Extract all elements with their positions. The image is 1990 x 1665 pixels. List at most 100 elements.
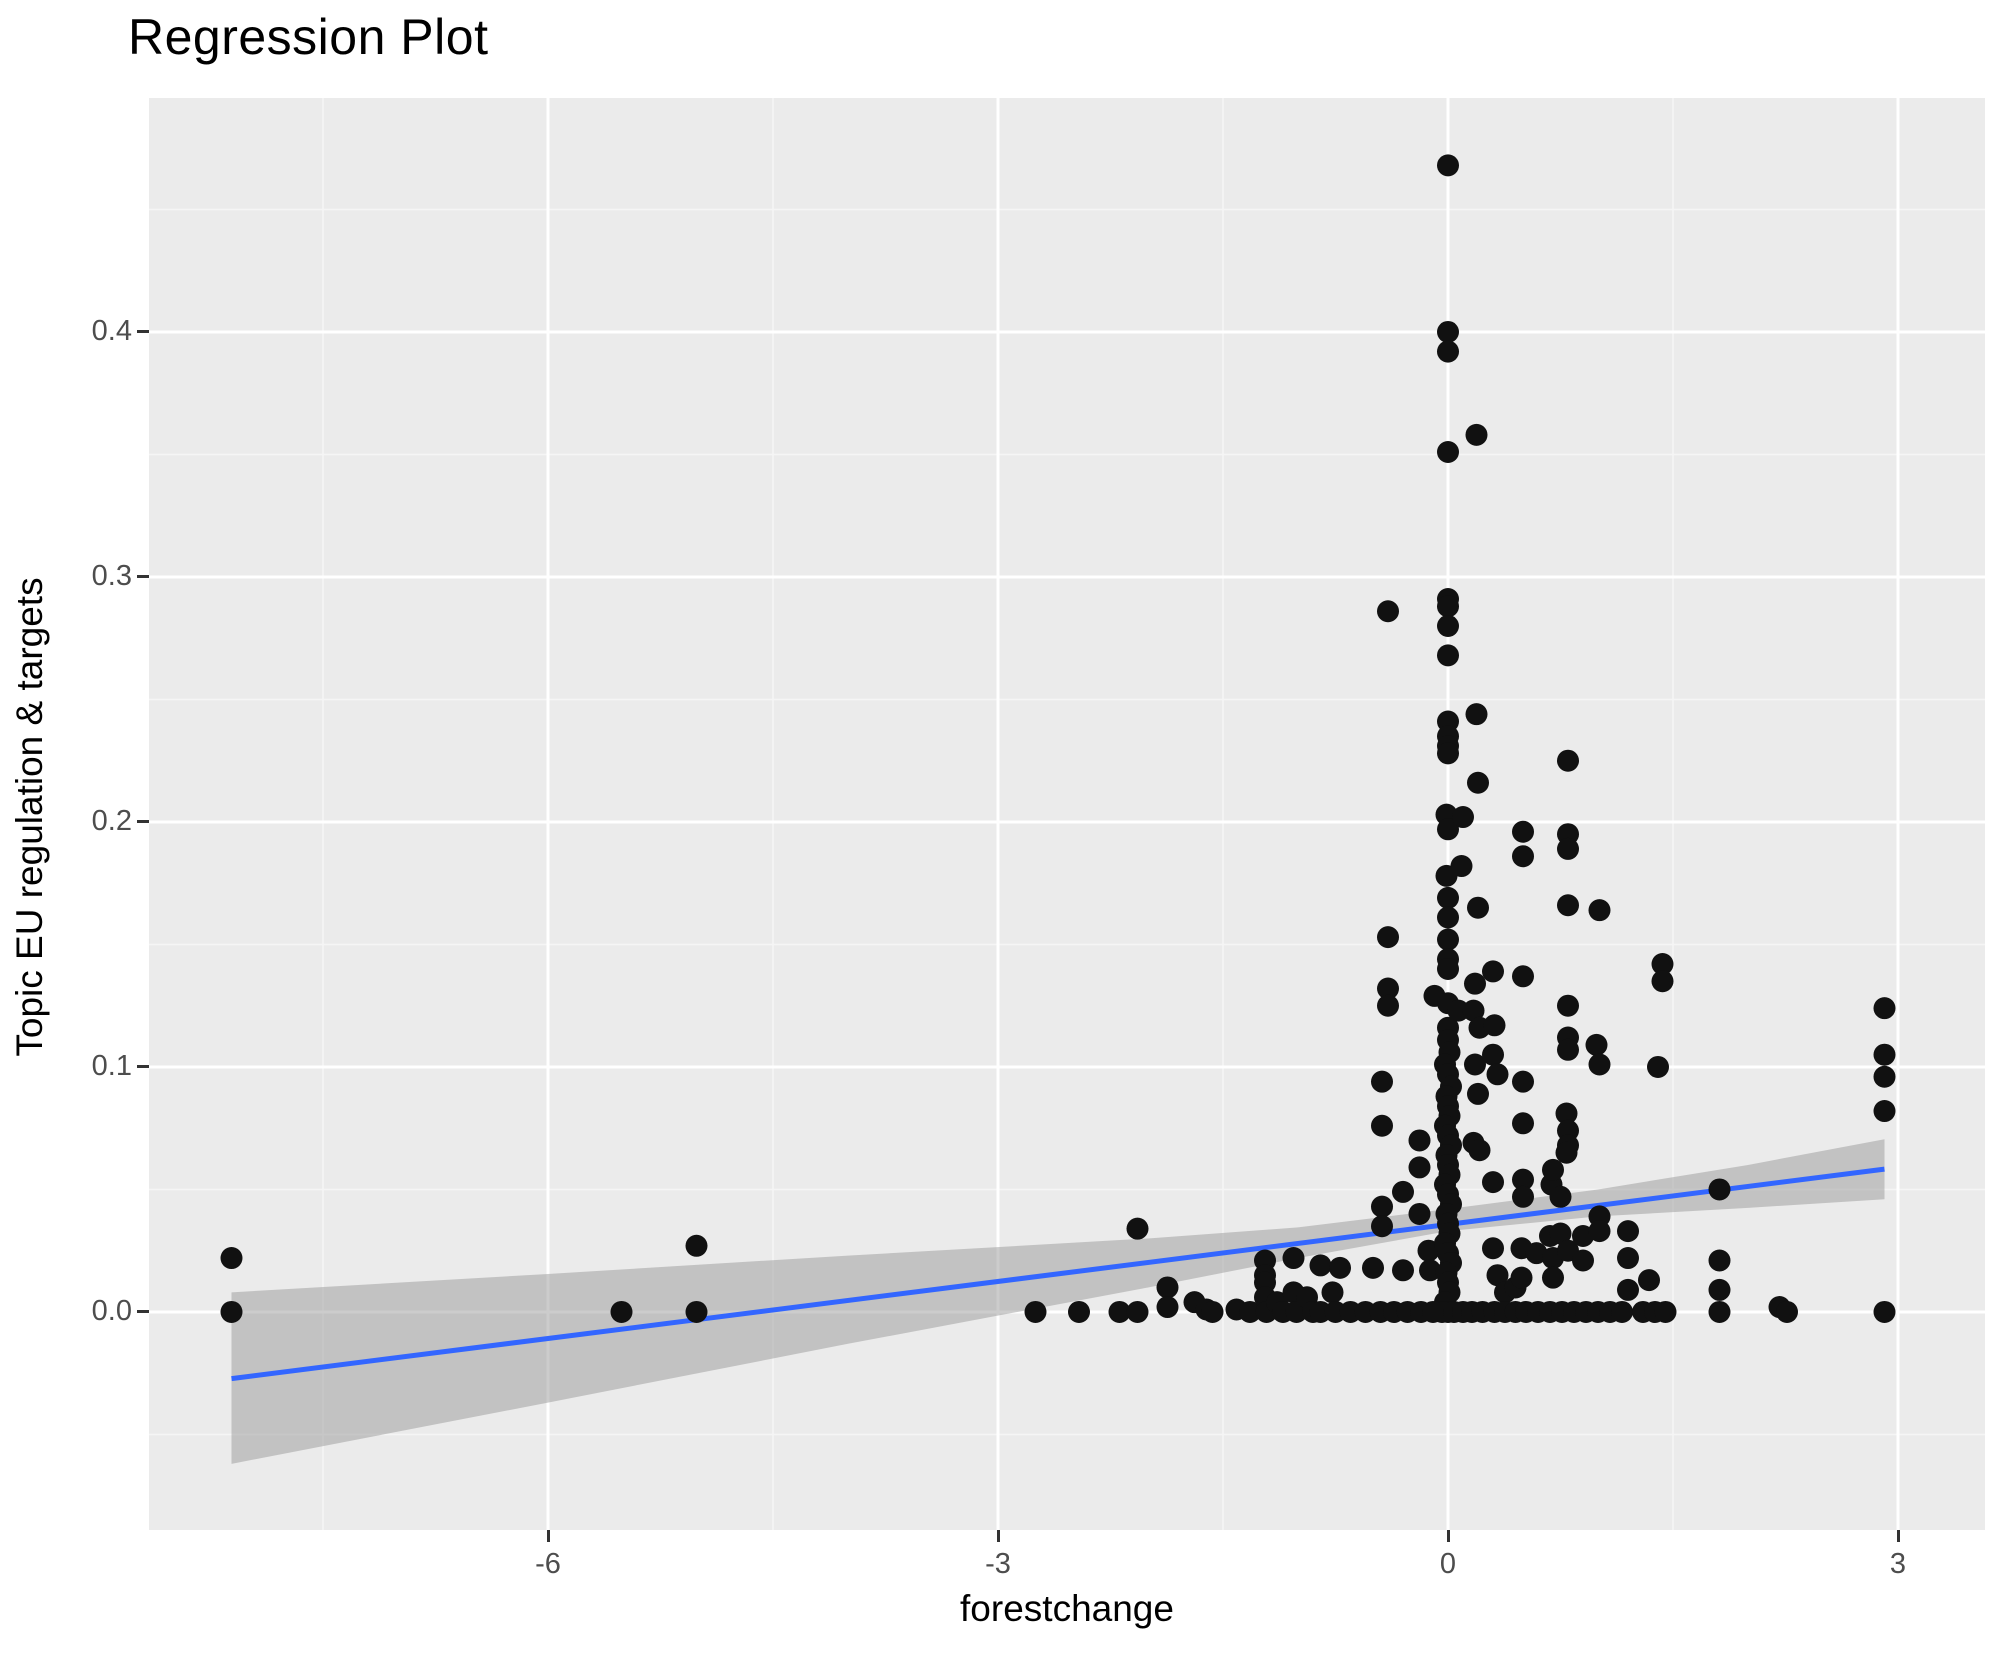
scatter-point [1512,1112,1534,1135]
scatter-point [1557,837,1579,860]
plot-panel [149,98,1985,1530]
scatter-point [1557,749,1579,772]
scatter-point [1483,1014,1506,1037]
scatter-point [1482,1171,1504,1194]
scatter-point [1557,1038,1579,1061]
x-tick-mark [1896,1530,1900,1542]
scatter-point [1408,1156,1431,1179]
scatter-point [1321,1281,1344,1304]
scatter-point [1557,994,1579,1017]
scatter-point [1377,977,1399,1000]
y-tick-mark [137,820,149,824]
scatter-point [1572,1249,1594,1272]
scatter-point [1542,1158,1564,1181]
scatter-point [1371,1070,1393,1093]
scatter-point [1776,1300,1798,1323]
scatter-point [1708,1178,1731,1201]
scatter-point [1437,340,1459,363]
scatter-point [1437,614,1459,637]
y-tick-label: 0.1 [91,1049,132,1082]
scatter-point [1437,928,1459,951]
scatter-point [1588,899,1611,922]
scatter-point [1309,1254,1332,1277]
scatter-point [1437,906,1459,929]
scatter-point [1408,1202,1431,1225]
scatter-point [1464,972,1486,995]
scatter-point [1873,1065,1896,1088]
scatter-point [1465,423,1488,446]
y-tick-mark [137,330,149,334]
scatter-point [1464,1053,1486,1076]
y-tick-label: 0.2 [91,804,132,837]
scatter-point [1156,1296,1179,1319]
scatter-point [1572,1225,1594,1248]
scatter-point [1437,595,1459,618]
x-tick-label: 3 [1889,1548,1907,1580]
scatter-point [1408,1129,1431,1152]
y-tick-label: 0.3 [91,559,132,592]
plot-title: Regression Plot [128,9,489,65]
scatter-point [1452,806,1474,829]
x-tick-label: -6 [535,1548,561,1580]
scatter-point [1450,855,1473,878]
scatter-point [1588,1220,1611,1243]
scatter-point [1482,1237,1504,1260]
x-tick-mark [1446,1530,1450,1542]
scatter-point [1377,926,1399,949]
x-tick-label: -3 [985,1548,1011,1580]
scatter-point [1467,1082,1489,1105]
scatter-point [1512,1070,1534,1093]
scatter-point [1329,1256,1351,1279]
scatter-point [1651,970,1674,993]
scatter-point [1437,818,1459,841]
scatter-point [1617,1220,1639,1243]
scatter-point [1465,703,1488,726]
scatter-point [1873,1043,1896,1066]
x-tick-mark [996,1530,1000,1542]
scatter-point [1510,1266,1533,1289]
regression-line [231,1166,1885,1382]
scatter-point [1371,1215,1393,1238]
scatter-point [1417,1239,1440,1262]
scatter-point [1467,896,1489,919]
x-axis-title: forestchange [960,1588,1174,1629]
scatter-point [1437,644,1459,667]
scatter-point [1617,1278,1639,1301]
scatter-point [1651,953,1674,976]
scatter-point [1549,1185,1572,1208]
scatter-point [1512,965,1534,988]
x-tick-mark [546,1530,550,1542]
scatter-point [1873,1300,1896,1323]
scatter-point [1512,845,1534,868]
scatter-point [1419,1259,1441,1282]
scatter-point [1512,1168,1534,1191]
scatter-point [1377,600,1399,623]
scatter-point [1873,997,1896,1020]
scatter-point [1512,820,1534,843]
scatter-point [1467,771,1489,794]
scatter-point [1126,1300,1149,1323]
y-tick-label: 0.4 [91,314,132,347]
scatter-point [1437,154,1459,177]
scatter-point [685,1300,708,1323]
scatter-point [1555,1102,1578,1125]
scatter-point [1437,320,1459,343]
scatter-point [1549,1222,1572,1245]
scatter-point [1362,1256,1384,1279]
y-tick-label: 0.0 [91,1294,132,1327]
scatter-point [1371,1114,1393,1137]
scatter-point [1708,1300,1731,1323]
scatter-point [1486,1264,1509,1287]
scatter-point [1588,1053,1611,1076]
scatter-point [1422,1300,1444,1323]
scatter-point [1437,742,1459,765]
scatter-point [1585,1033,1608,1056]
scatter-point [610,1300,633,1323]
scatter-point [1377,994,1399,1017]
scatter-point [1462,999,1485,1022]
scatter-point [1542,1266,1564,1289]
scatter-point [1024,1300,1047,1323]
scatter-point [220,1247,243,1270]
scatter-point [1482,1043,1504,1066]
scatter-point [1611,1300,1633,1323]
